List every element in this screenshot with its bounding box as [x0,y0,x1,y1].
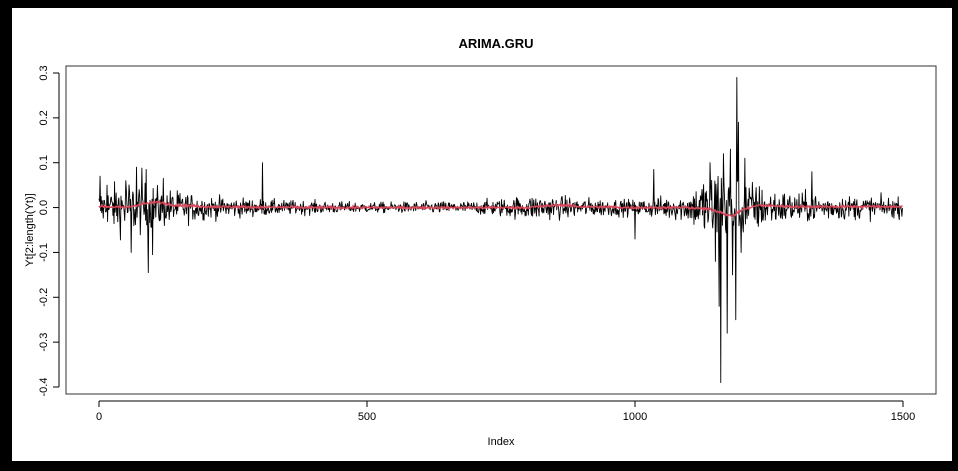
x-tick-label: 0 [96,411,102,423]
x-axis-label: Index [488,436,515,448]
x-tick-label: 500 [358,411,376,423]
chart-title: ARIMA.GRU [458,36,533,51]
y-axis-label: Yt[2:length(Yt)] [24,193,36,266]
y-tick-label: 0.2 [38,110,50,125]
y-tick-label: -0.2 [38,288,50,307]
y-tick-label: -0.3 [38,333,50,352]
y-tick-label: -0.4 [38,378,50,397]
plot-box [65,65,937,395]
y-tick-label: 0.0 [38,200,50,215]
observed-series-line [98,77,903,383]
x-tick-label: 1000 [623,411,647,423]
fitted-series-line [98,200,903,218]
x-axis: 0 500 1000 1500 [96,400,915,423]
x-tick-label: 1500 [891,411,915,423]
y-tick-label: -0.1 [38,243,50,262]
series-layer [98,77,903,383]
y-tick-label: 0.1 [38,155,50,170]
y-tick-label: 0.3 [38,65,50,80]
y-axis: -0.4 -0.3 -0.2 -0.1 0.0 0.1 0.2 0.3 [38,65,60,397]
